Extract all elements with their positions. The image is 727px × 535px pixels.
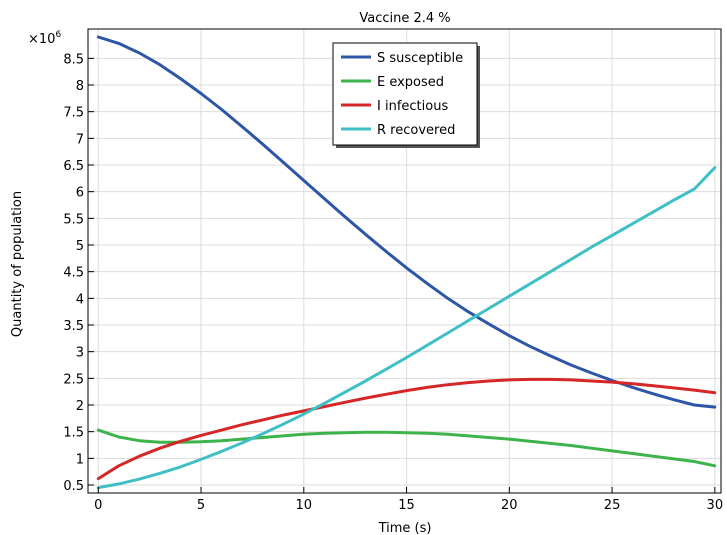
y-axis-label: Quantity of population xyxy=(10,191,25,337)
y-tick-label: 8 xyxy=(76,79,84,94)
y-tick-label: 7.5 xyxy=(63,106,84,121)
y-tick-label: 3.5 xyxy=(63,319,84,334)
y-tick-label: 5 xyxy=(76,239,84,254)
plot-series xyxy=(96,35,717,490)
legend: S susceptible E exposed I infectious R reco… xyxy=(332,42,480,148)
axis-ticks: 0 5 10 15 20 25 30 0.5 1 1.5 2 2.5 3 3.5 4 4.5 5 5.5 6 6.5 7… xyxy=(63,52,723,513)
y-tick-label: 3 xyxy=(76,346,84,361)
plot-area-frame xyxy=(87,28,722,494)
x-tick-label: 15 xyxy=(398,498,415,513)
y-tick-label: 1 xyxy=(76,452,84,467)
legend-label: E exposed xyxy=(377,75,444,90)
legend-label: I infectious xyxy=(377,99,448,114)
x-tick-label: 25 xyxy=(604,498,621,513)
y-tick-label: 8.5 xyxy=(63,52,84,67)
series-line-2 xyxy=(96,428,717,468)
series-line-3 xyxy=(96,377,717,481)
y-multiplier-label: ×106 xyxy=(28,30,61,47)
x-tick-label: 10 xyxy=(296,498,313,513)
grid xyxy=(88,29,721,493)
y-tick-label: 4.5 xyxy=(63,266,84,281)
y-tick-label: 2 xyxy=(76,399,84,414)
y-tick-label: 6.5 xyxy=(63,159,84,174)
legend-label: R recovered xyxy=(377,123,455,138)
series-line-4 xyxy=(96,166,717,490)
x-tick-label: 0 xyxy=(94,498,102,513)
y-multiplier-base: ×10 xyxy=(28,32,55,47)
y-tick-label: 5.5 xyxy=(63,212,84,227)
x-tick-label: 5 xyxy=(197,498,205,513)
chart-title: Vaccine 2.4 % xyxy=(359,11,450,26)
series-line-1 xyxy=(96,35,717,409)
x-axis-label: Time (s) xyxy=(378,521,432,535)
x-tick-label: 30 xyxy=(707,498,724,513)
y-tick-label: 1.5 xyxy=(63,426,84,441)
y-tick-label: 7 xyxy=(76,132,84,147)
y-tick-label: 4 xyxy=(76,292,84,307)
y-tick-label: 2.5 xyxy=(63,372,84,387)
y-tick-label: 0.5 xyxy=(63,479,84,494)
legend-label: S susceptible xyxy=(377,51,463,66)
y-tick-label: 6 xyxy=(76,186,84,201)
y-multiplier-exponent: 6 xyxy=(55,30,61,40)
x-tick-label: 20 xyxy=(501,498,518,513)
